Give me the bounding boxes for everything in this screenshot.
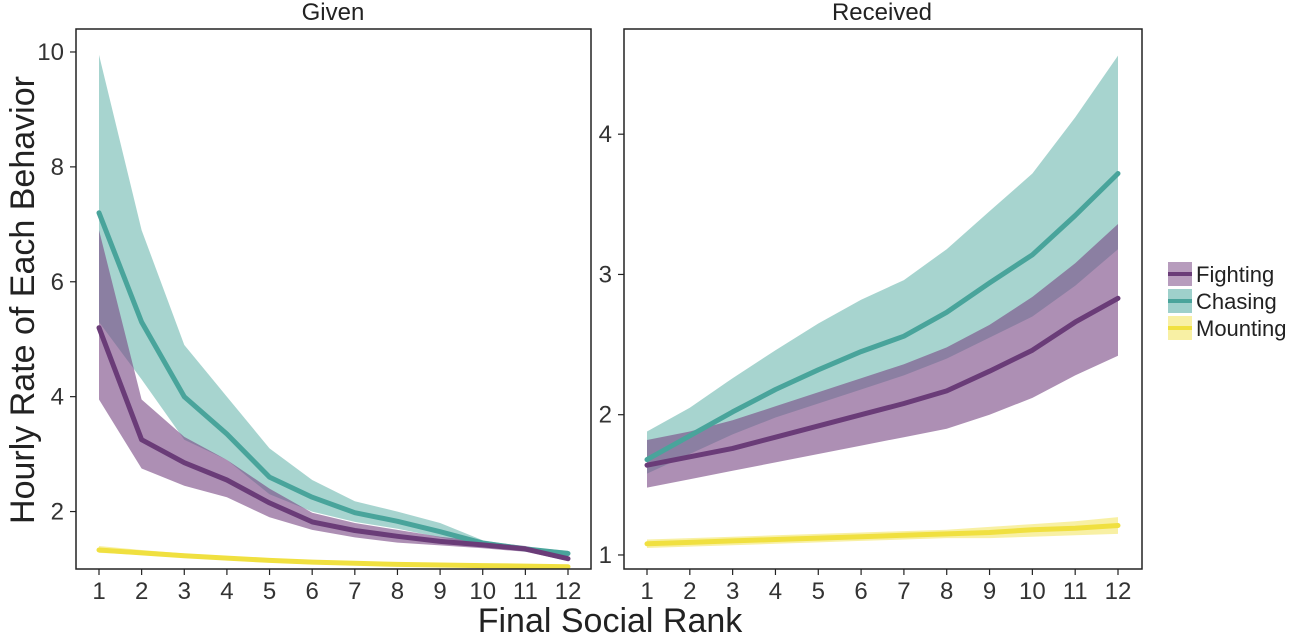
y-tick-label: 4 [599,121,612,148]
legend-item-chasing: Chasing [1168,289,1277,314]
series-line-mounting-received [644,523,1121,547]
x-tick-label: 2 [135,578,148,605]
x-tick-label: 11 [1063,578,1088,605]
legend-item-fighting: Fighting [1168,262,1274,287]
ci-band-chasing-given [99,54,568,557]
plot-frame-received [623,28,1143,570]
x-tick-label: 9 [983,578,996,605]
x-tick-label: 1 [640,578,653,605]
panel-title-given: Given [302,0,365,26]
y-tick-label: 2 [599,402,612,429]
ci-band-chasing-received [647,55,1118,474]
x-tick-label: 10 [1019,578,1046,605]
x-tick-label: 3 [178,578,191,605]
x-axis-title: Final Social Rank [478,602,744,638]
legend-label-mounting: Mounting [1196,316,1287,341]
x-tick-label: 5 [812,578,825,605]
y-tick-label: 2 [51,499,64,526]
x-tick-label: 10 [469,578,496,605]
x-tick-label: 12 [555,578,582,605]
x-tick-label: 4 [769,578,782,605]
x-tick-label: 11 [513,578,538,605]
x-tick-label: 4 [220,578,233,605]
x-tick-label: 1 [92,578,105,605]
series-line-chasing-received [644,171,1121,463]
y-tick-label: 8 [51,154,64,181]
series-line-fighting-given [96,325,571,562]
y-axis-title: Hourly Rate of Each Behavior [4,76,42,524]
x-tick-label: 8 [940,578,953,605]
y-tick-label: 6 [51,269,64,296]
x-tick-label: 5 [263,578,276,605]
plot-frame-given [75,28,592,570]
legend-item-mounting: Mounting [1168,316,1287,341]
x-tick-label: 9 [433,578,446,605]
x-tick-label: 7 [897,578,910,605]
series-line-mounting-given [96,547,571,570]
legend-label-chasing: Chasing [1196,289,1277,314]
x-tick-label: 6 [306,578,319,605]
y-tick-label: 10 [37,39,64,66]
x-tick-label: 2 [683,578,696,605]
ci-band-fighting-received [647,224,1118,488]
x-tick-label: 6 [854,578,867,605]
series-line-fighting-received [644,295,1121,468]
y-tick-label: 4 [51,384,64,411]
x-tick-label: 8 [391,578,404,605]
x-tick-label: 3 [726,578,739,605]
legend-label-fighting: Fighting [1196,262,1274,287]
panel-title-received: Received [832,0,932,26]
y-tick-label: 3 [599,261,612,288]
y-tick-label: 1 [599,542,612,569]
x-tick-label: 12 [1105,578,1132,605]
x-tick-label: 7 [348,578,361,605]
